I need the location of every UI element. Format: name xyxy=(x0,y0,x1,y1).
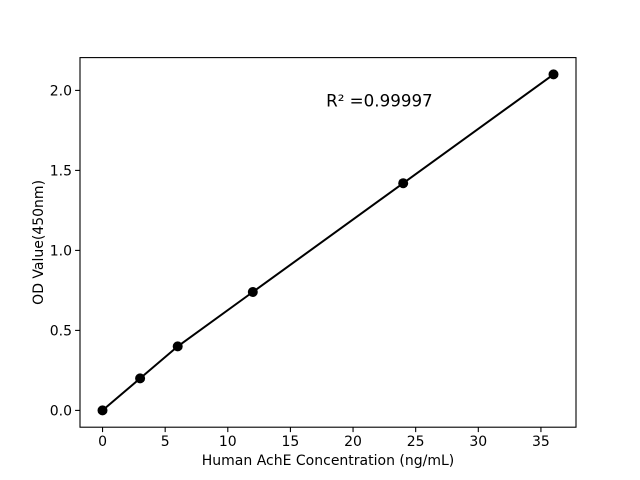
data-point-marker xyxy=(172,341,183,352)
plot-border xyxy=(79,57,577,428)
data-points xyxy=(97,69,559,416)
x-tick-label: 20 xyxy=(344,434,362,450)
data-point-marker xyxy=(97,405,108,416)
x-tick-label: 10 xyxy=(219,434,237,450)
y-tick-label: 2.0 xyxy=(50,83,72,99)
data-point-marker xyxy=(548,69,559,80)
x-tick-label: 35 xyxy=(532,434,550,450)
data-point-marker xyxy=(135,373,146,384)
y-tick-label: 0.0 xyxy=(50,403,72,419)
x-tick-label: 0 xyxy=(98,434,107,450)
y-tick-label: 0.5 xyxy=(50,323,72,339)
y-tick-label: 1.5 xyxy=(50,163,72,179)
x-tick-label: 30 xyxy=(469,434,487,450)
x-tick-label: 25 xyxy=(407,434,425,450)
data-point-marker xyxy=(398,178,409,189)
series-line xyxy=(101,73,555,412)
x-axis-ticks: 0 5 10 15 20 25 30 35 xyxy=(98,427,550,450)
y-axis-label: OD Value(450nm) xyxy=(31,180,47,305)
y-tick-label: 1.0 xyxy=(50,243,72,259)
x-tick-label: 15 xyxy=(282,434,300,450)
r-squared-annotation: R² =0.99997 xyxy=(326,90,433,110)
x-tick-label: 5 xyxy=(161,434,170,450)
x-axis-label: Human AchE Concentration (ng/mL) xyxy=(202,453,454,469)
data-point-marker xyxy=(247,287,258,297)
y-axis-ticks: 0.0 0.5 1.0 1.5 2.0 xyxy=(50,83,80,419)
